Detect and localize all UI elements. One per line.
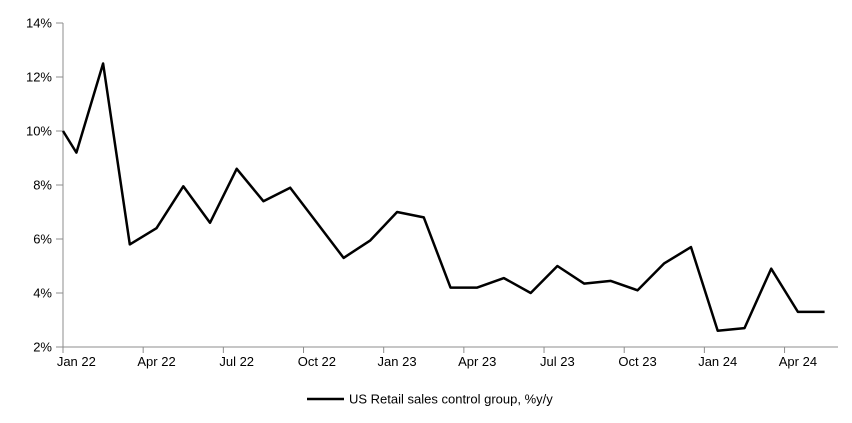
x-axis-tick-label: Jul 23: [540, 354, 575, 369]
x-axis-tick-label: Jan 23: [378, 354, 417, 369]
y-axis-tick-label: 12%: [26, 70, 52, 85]
x-axis-tick-label: Apr 24: [779, 354, 817, 369]
x-axis-tick-label: Oct 22: [298, 354, 336, 369]
legend-label: US Retail sales control group, %y/y: [349, 392, 553, 407]
x-axis-tick-label: Apr 22: [137, 354, 175, 369]
x-axis-tick-label: Apr 23: [458, 354, 496, 369]
y-axis-tick-label: 2%: [33, 340, 52, 355]
y-axis-tick-label: 8%: [33, 178, 52, 193]
plot-area: 2% 4% 6% 8% 10% 12% 14% Jan 22 Apr 22 Jul 22 Oct 2…: [26, 16, 838, 369]
x-axis-tick-label: Jan 24: [698, 354, 737, 369]
x-axis-tick-label: Jan 22: [57, 354, 96, 369]
y-axis-tick-label: 10%: [26, 124, 52, 139]
x-axis-tick-label: Jul 22: [219, 354, 254, 369]
y-axis-tick-label: 14%: [26, 16, 52, 31]
legend: US Retail sales control group, %y/y: [307, 392, 553, 407]
y-axis-tick-label: 6%: [33, 232, 52, 247]
y-axis-tick-label: 4%: [33, 286, 52, 301]
x-axis-tick-label: Oct 23: [618, 354, 656, 369]
series-line-us-retail-sales-control-group: [61, 62, 825, 333]
